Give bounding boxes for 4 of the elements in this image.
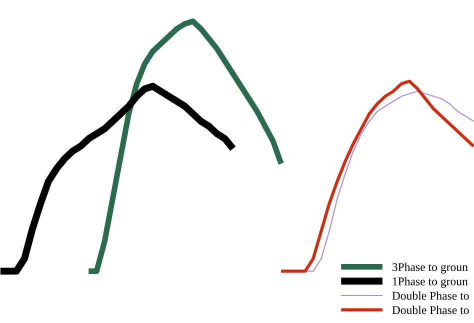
legend-label: 3Phase to groun [392,262,468,274]
legend-label: 1Phase to groun [392,277,468,288]
legend-label: Double Phase to [392,306,469,314]
legend-label: Double Phase to [392,291,469,300]
